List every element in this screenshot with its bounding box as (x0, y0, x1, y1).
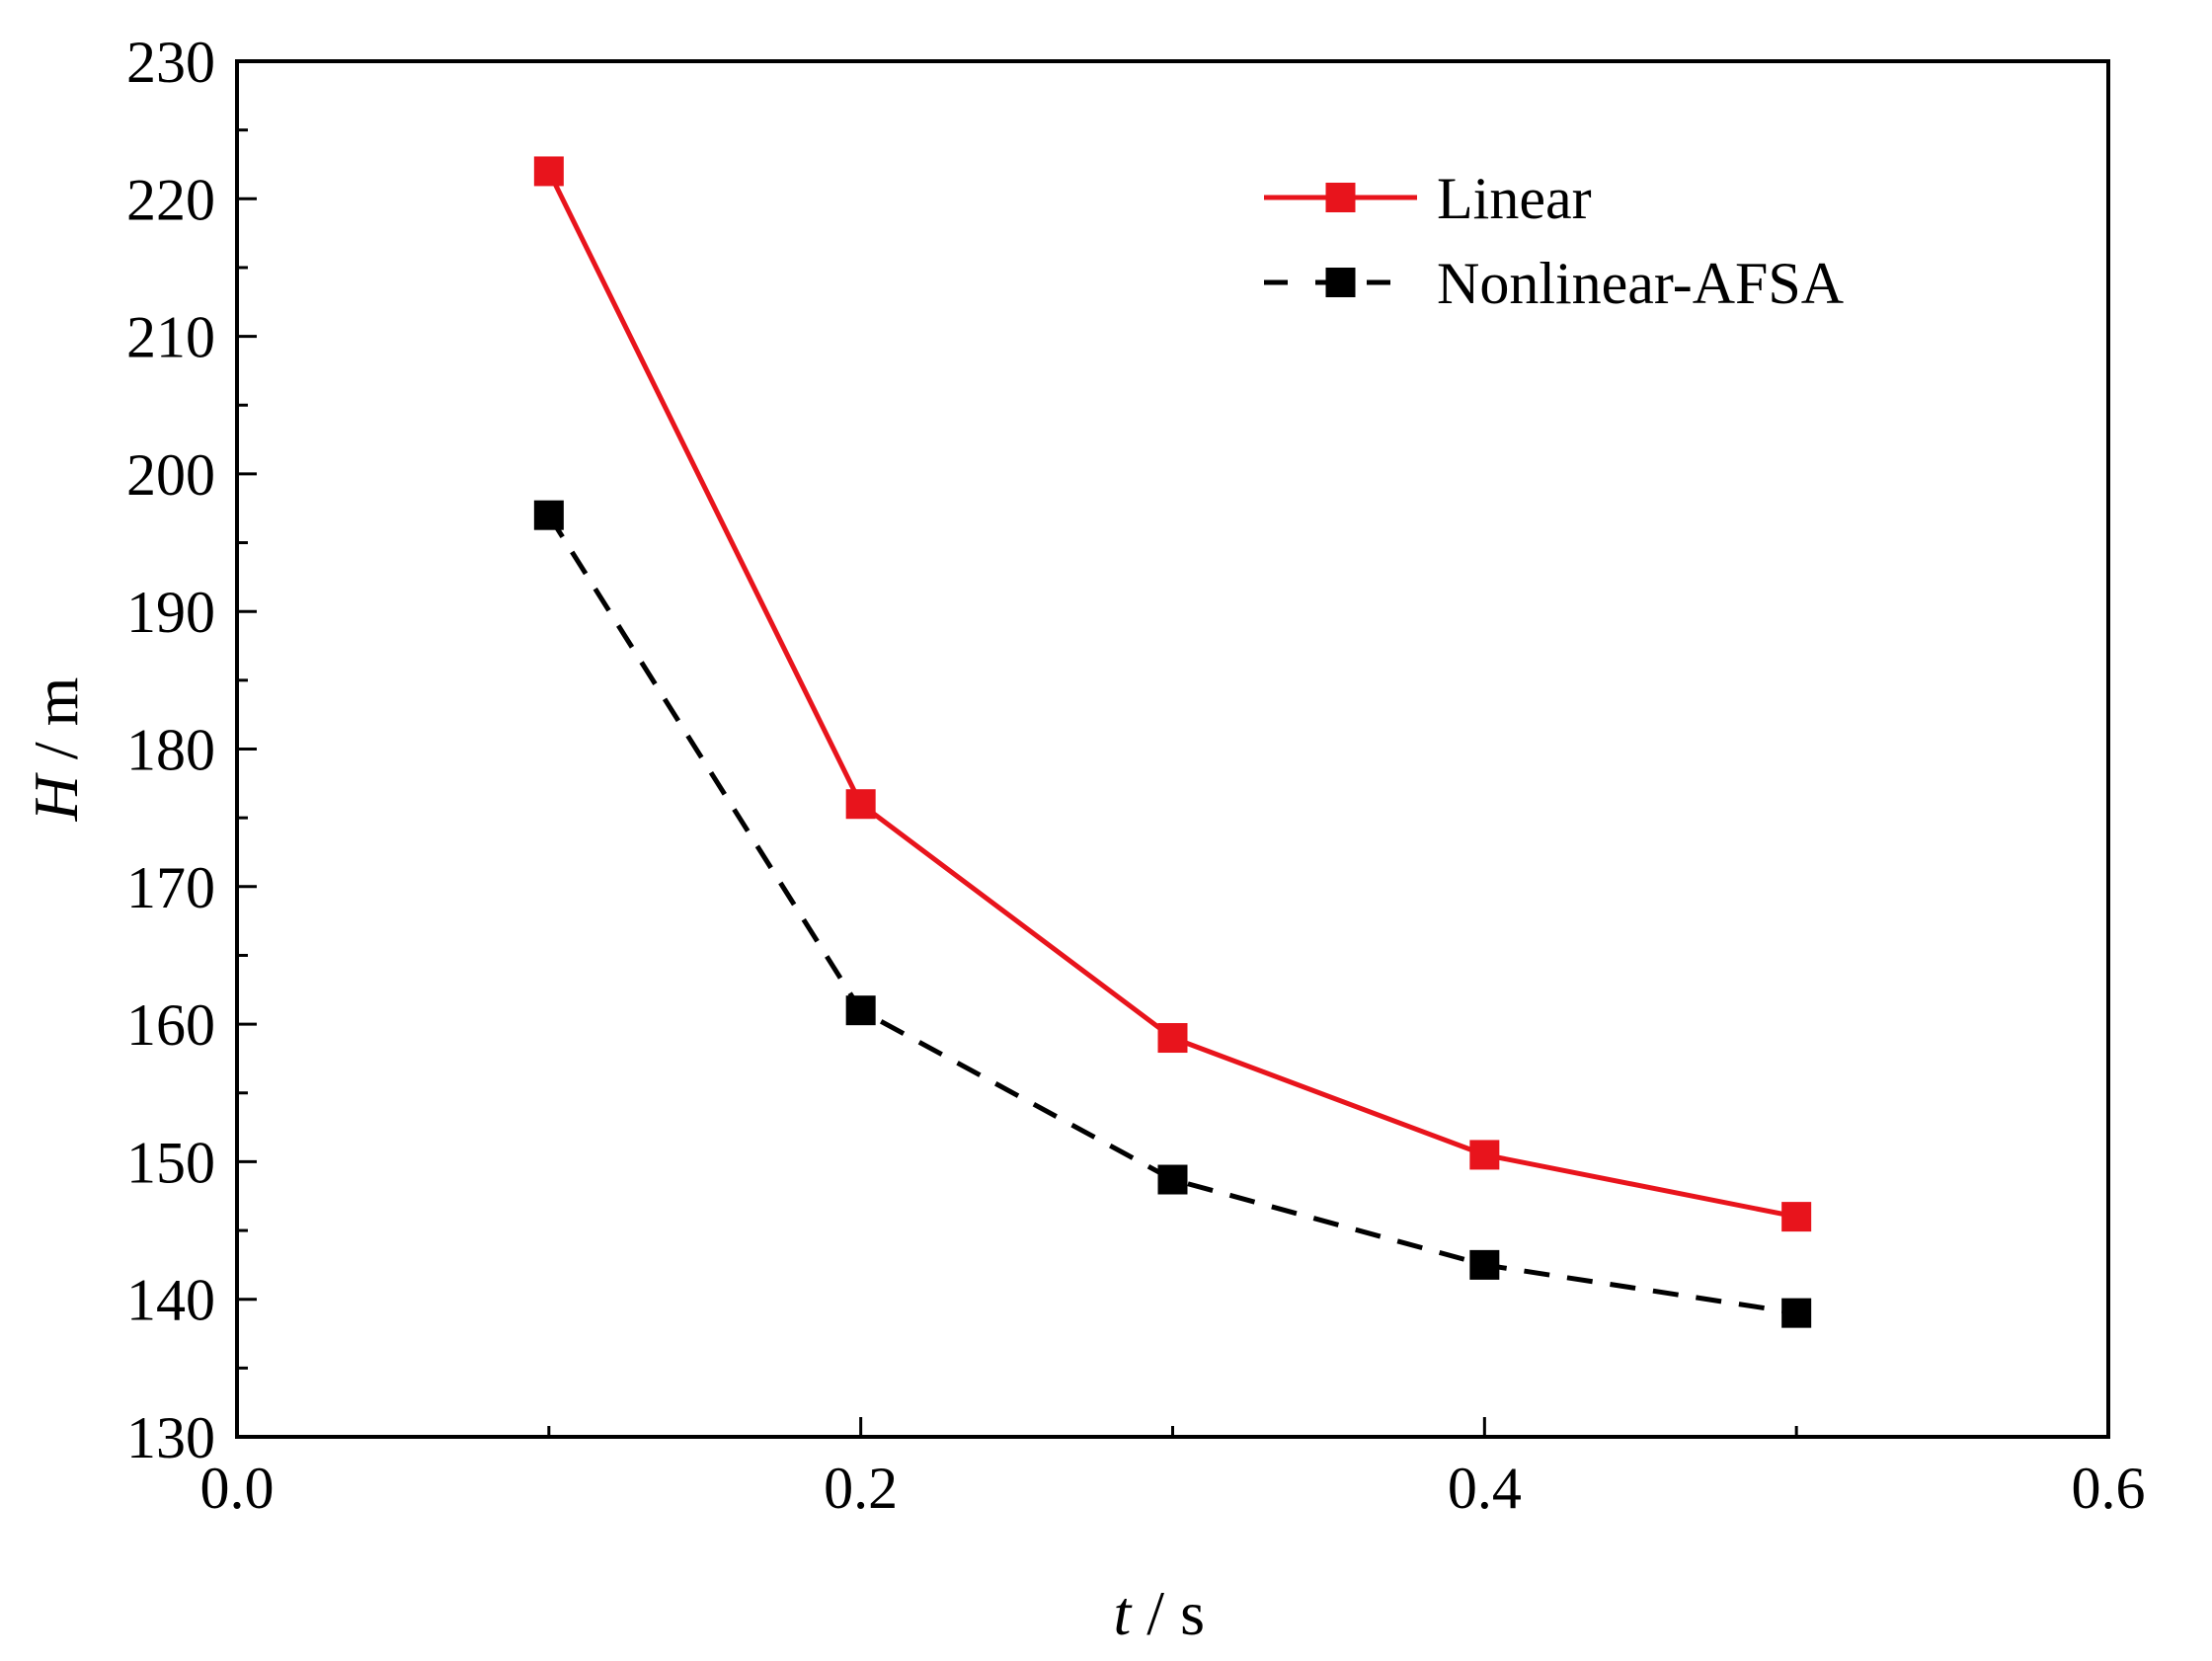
y-axis-variable: H (21, 771, 91, 822)
y-tick-label: 230 (126, 30, 215, 95)
y-tick-label: 150 (126, 1130, 215, 1195)
legend: Linear Nonlinear-AFSA (1264, 166, 1844, 316)
y-tick-label: 160 (126, 992, 215, 1058)
data-point-nonlinear-afsa (845, 995, 876, 1026)
x-tick-label: 0.0 (200, 1456, 275, 1521)
y-tick-label: 210 (126, 305, 215, 370)
axis-titles: t / s H / m (21, 677, 1205, 1648)
x-axis-variable: t (1114, 1578, 1134, 1648)
data-point-linear (533, 156, 564, 187)
x-tick-label: 0.4 (1448, 1456, 1522, 1521)
legend-marker-linear (1325, 183, 1356, 212)
x-axis-title: t / s (1114, 1578, 1205, 1648)
y-tick-label: 170 (126, 855, 215, 920)
data-point-nonlinear-afsa (1469, 1249, 1500, 1280)
data-point-linear (1157, 1023, 1188, 1054)
y-tick-label: 220 (126, 167, 215, 232)
data-point-nonlinear-afsa (533, 500, 564, 530)
legend-label-linear: Linear (1437, 166, 1592, 231)
series-group (533, 156, 1812, 1328)
x-tick-label: 0.6 (2072, 1456, 2146, 1521)
data-point-linear (1781, 1202, 1812, 1232)
legend-marker-nonlinear-afsa (1325, 268, 1356, 297)
data-point-linear (1469, 1140, 1500, 1170)
data-point-nonlinear-afsa (1157, 1164, 1188, 1195)
y-tick-label: 190 (126, 580, 215, 645)
series-line-linear (546, 170, 1797, 1220)
x-tick-label: 0.2 (824, 1456, 898, 1521)
x-axis-unit: / s (1131, 1578, 1205, 1648)
y-axis-title: H / m (21, 677, 91, 823)
series-line-nonlinear-afsa (546, 514, 1797, 1316)
y-tick-label: 140 (126, 1268, 215, 1333)
y-axis-unit: / m (21, 677, 91, 776)
data-point-nonlinear-afsa (1781, 1298, 1812, 1328)
data-point-linear (845, 789, 876, 820)
legend-label-nonlinear-afsa: Nonlinear-AFSA (1437, 251, 1844, 316)
y-tick-label: 130 (126, 1405, 215, 1470)
y-tick-label: 180 (126, 718, 215, 783)
axes-group: 130 140 150 160 170 180 190 200 210 220 230 0.0 0.2 0… (126, 30, 2146, 1521)
y-tick-label: 200 (126, 442, 215, 508)
